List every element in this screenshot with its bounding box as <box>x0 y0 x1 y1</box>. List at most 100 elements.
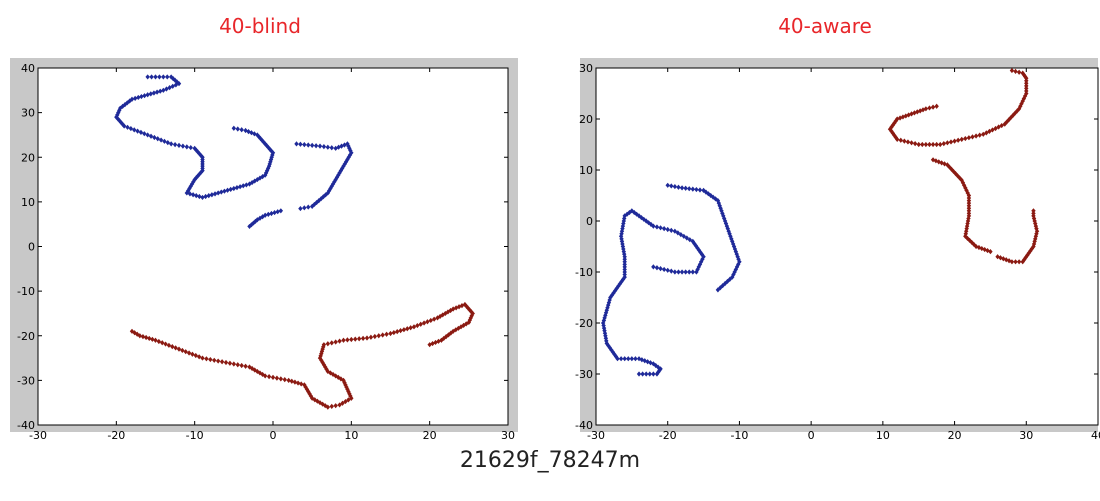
data-point <box>329 340 334 346</box>
data-point <box>895 116 900 122</box>
data-point <box>380 332 385 338</box>
data-point <box>298 141 303 147</box>
data-point <box>987 128 992 134</box>
data-point <box>603 335 609 341</box>
data-point <box>145 92 150 98</box>
data-point <box>391 329 397 336</box>
data-point <box>266 374 272 380</box>
data-point <box>206 193 211 199</box>
data-point <box>889 124 894 130</box>
data-point <box>333 403 338 409</box>
data-point <box>292 379 298 385</box>
y-tick-label: 10 <box>21 196 35 209</box>
data-point <box>120 121 125 127</box>
data-point <box>150 336 155 342</box>
data-point <box>973 133 979 139</box>
data-point <box>892 132 897 138</box>
data-point <box>197 193 202 200</box>
data-point <box>203 193 208 200</box>
chart-40-aware: 40-aware -30-20-10010203040-40-30-20-100… <box>550 0 1100 442</box>
data-point <box>640 371 645 377</box>
data-point <box>349 336 354 343</box>
data-point <box>912 141 918 147</box>
data-point <box>427 342 432 348</box>
data-point <box>306 204 311 210</box>
y-tick-label: -10 <box>17 285 35 298</box>
data-point <box>200 168 205 174</box>
data-point <box>466 319 472 325</box>
data-point <box>184 144 190 150</box>
data-point <box>998 255 1003 261</box>
y-tick-label: 40 <box>21 62 35 75</box>
x-tick-label: -30 <box>587 429 605 440</box>
data-point <box>729 236 734 242</box>
data-point <box>970 134 975 140</box>
data-point <box>294 141 299 147</box>
data-point <box>320 359 325 366</box>
data-point <box>196 354 202 360</box>
data-point <box>209 192 215 198</box>
data-point <box>719 208 724 214</box>
x-tick-label: 10 <box>876 429 890 440</box>
data-point <box>249 365 255 372</box>
data-point <box>401 327 407 333</box>
data-point <box>717 203 722 209</box>
data-point <box>619 279 624 285</box>
data-point <box>969 239 974 246</box>
data-point <box>696 264 701 270</box>
data-point <box>610 349 616 355</box>
data-point <box>1028 248 1033 254</box>
chart-title: 40-aware <box>778 14 872 38</box>
data-point <box>183 349 188 355</box>
data-point <box>266 211 271 217</box>
data-point <box>964 223 970 229</box>
data-point <box>887 126 893 132</box>
data-point <box>234 184 240 191</box>
data-point <box>158 88 163 94</box>
y-tick-label: 30 <box>21 107 35 120</box>
data-point <box>272 209 277 216</box>
data-point <box>651 371 656 377</box>
data-point <box>1004 257 1009 263</box>
data-point <box>295 380 301 386</box>
y-tick-label: 20 <box>579 113 593 126</box>
data-point <box>930 157 936 163</box>
data-point <box>337 338 342 344</box>
data-point <box>727 276 733 282</box>
data-point <box>194 147 199 153</box>
data-point <box>995 254 1000 260</box>
data-point <box>116 110 121 116</box>
data-point <box>732 246 738 252</box>
data-point <box>191 179 196 185</box>
data-point <box>341 337 346 343</box>
data-point <box>239 362 244 369</box>
figure-caption: 21629f_78247m <box>459 448 641 473</box>
data-point <box>356 336 362 342</box>
data-point <box>313 143 319 149</box>
data-point <box>122 101 128 108</box>
data-point <box>282 377 287 383</box>
y-tick-label: -30 <box>17 374 35 387</box>
x-tick-label: -30 <box>29 429 47 440</box>
data-point <box>415 322 420 329</box>
data-point <box>170 83 175 89</box>
data-point <box>465 305 471 311</box>
data-point <box>701 187 706 193</box>
data-point <box>1008 114 1014 121</box>
data-point <box>923 141 929 148</box>
data-point <box>215 358 221 364</box>
data-point <box>697 261 703 267</box>
data-point <box>155 136 160 142</box>
data-point <box>136 94 141 101</box>
data-point <box>317 143 323 149</box>
data-point <box>321 144 327 150</box>
data-point <box>736 261 741 267</box>
data-point <box>636 371 642 377</box>
data-point <box>309 142 315 148</box>
data-point <box>223 359 229 366</box>
y-tick-label: 30 <box>579 62 593 75</box>
data-point <box>965 235 970 241</box>
data-point <box>215 190 221 196</box>
data-point <box>973 243 979 250</box>
